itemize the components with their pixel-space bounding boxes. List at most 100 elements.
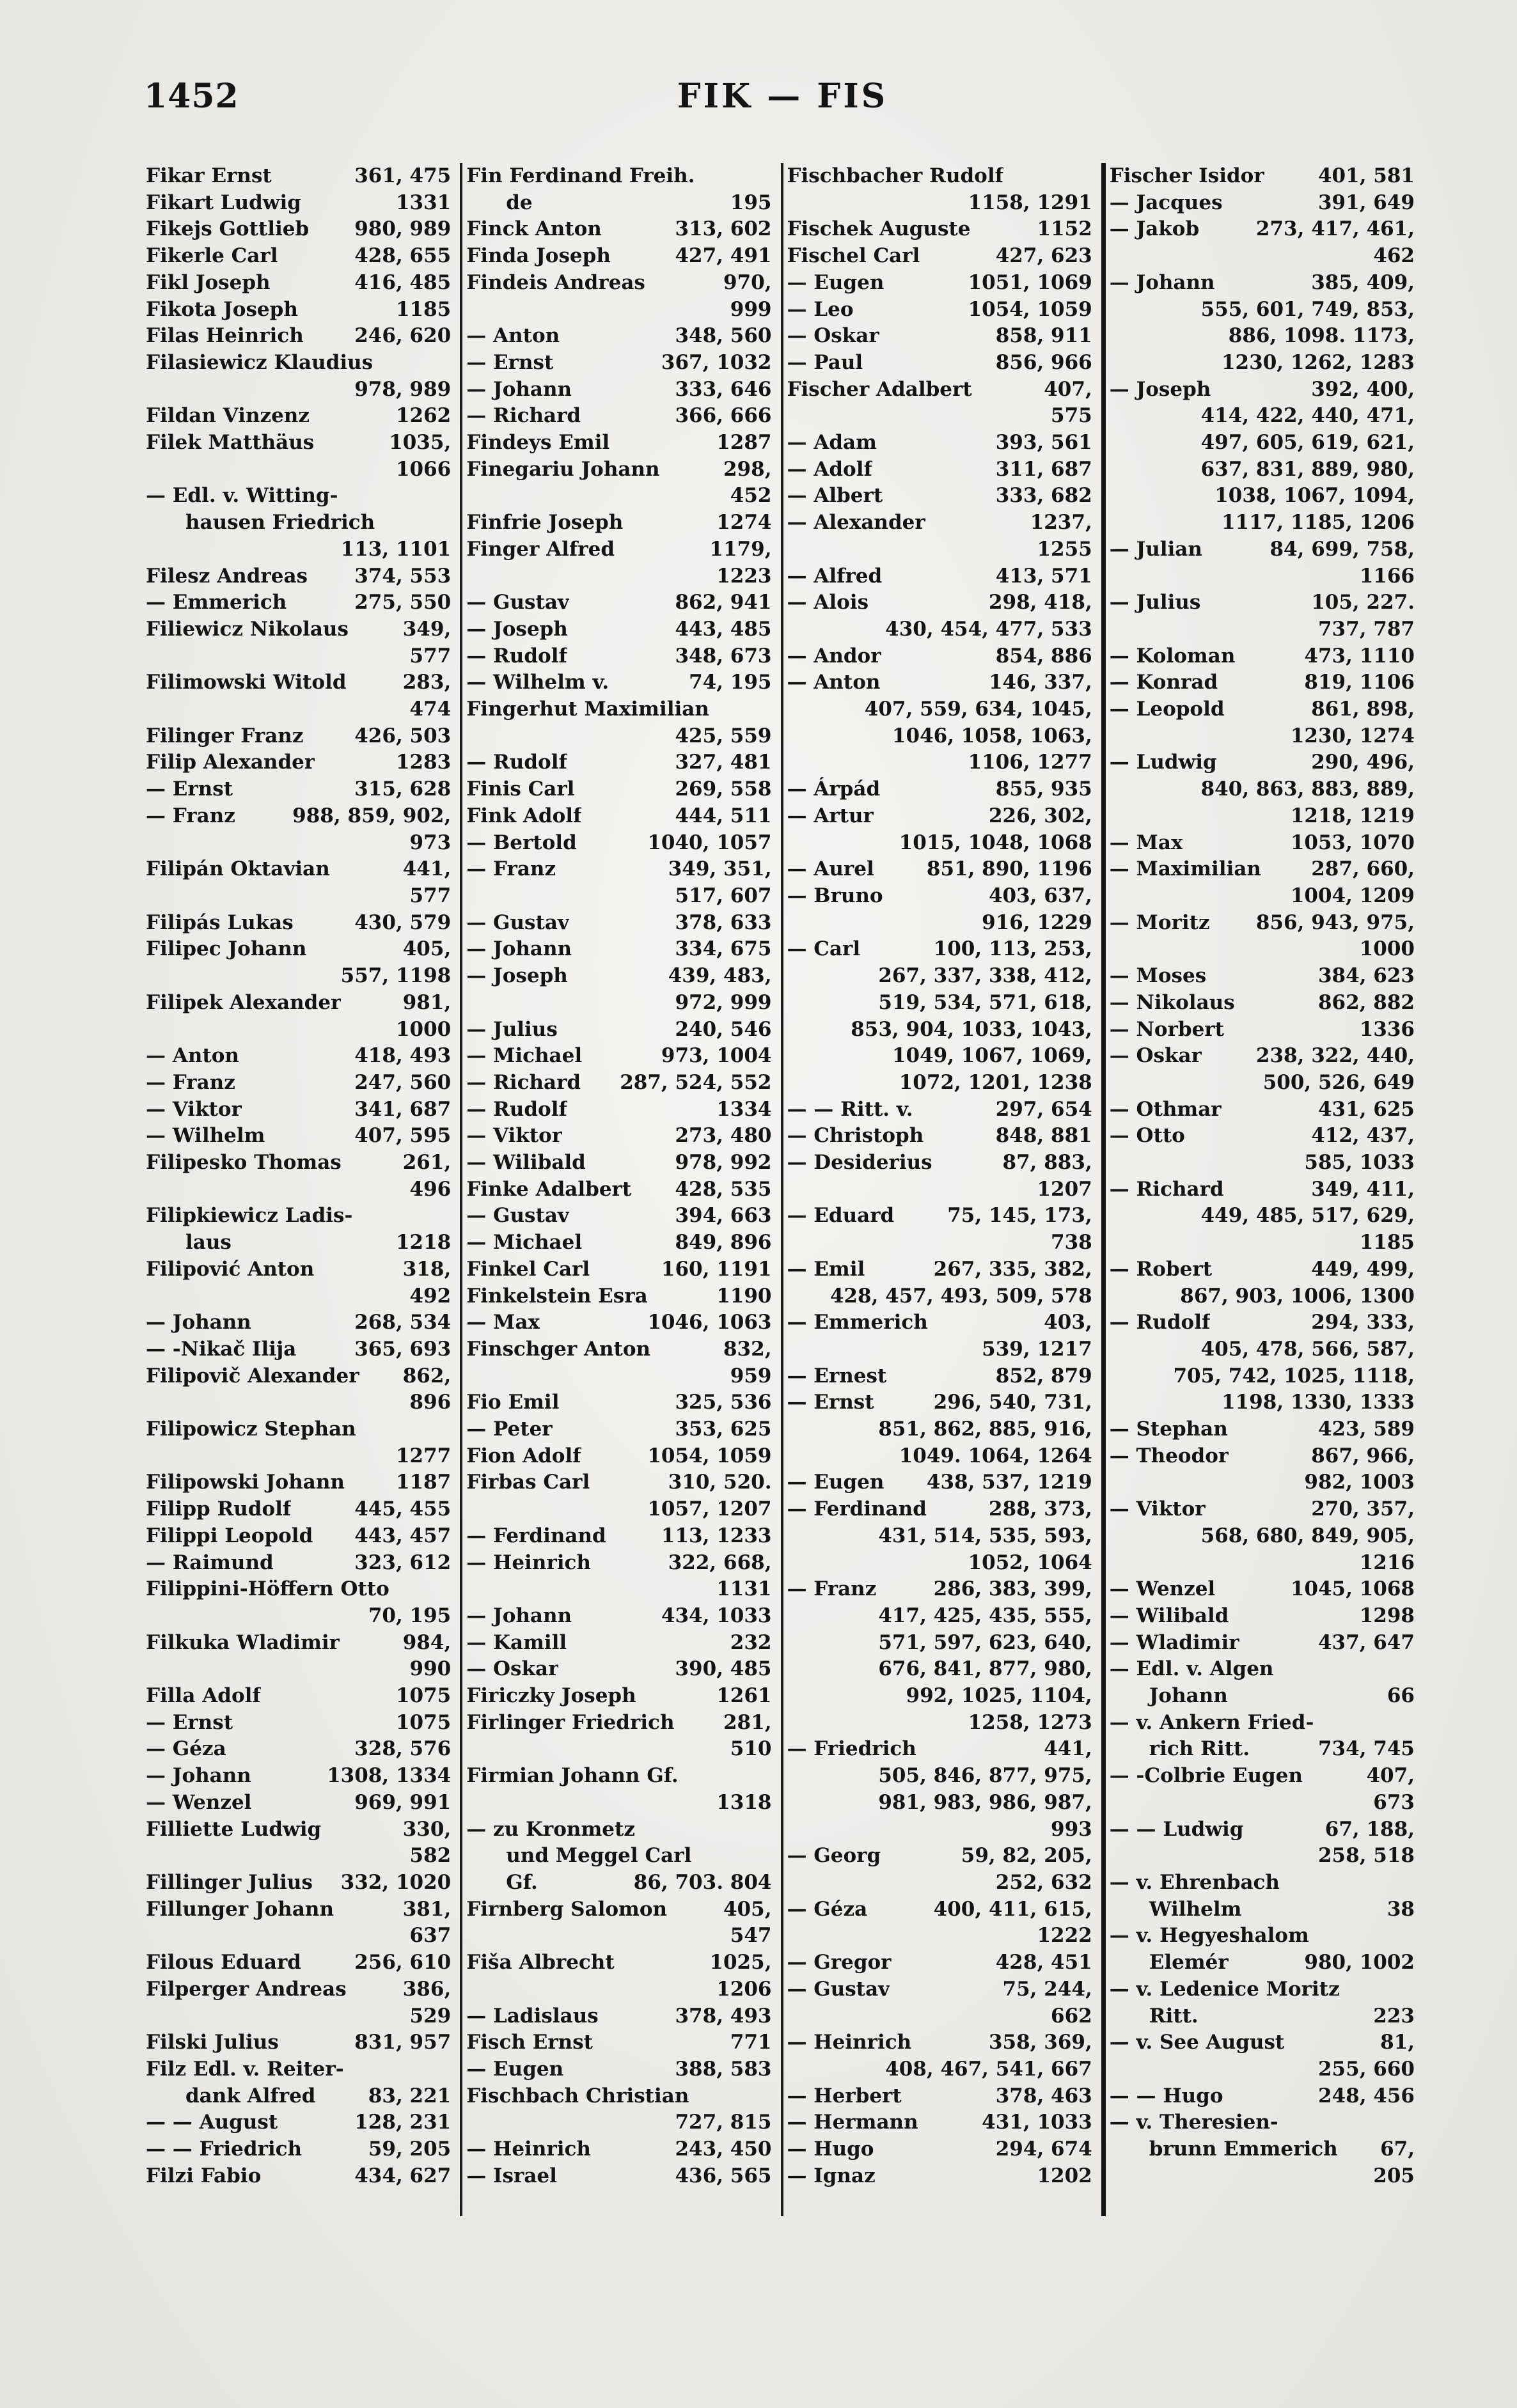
entry-name: — Ernst	[146, 778, 233, 801]
entry-page-numbers: 867, 966,	[1311, 1444, 1415, 1467]
entry-page-numbers: 449, 499,	[1311, 1257, 1415, 1281]
index-entry-line: Fikart Ludwig 1331	[146, 190, 451, 217]
entry-name: — Wilibald	[466, 1151, 586, 1175]
entry-page-numbers: 59, 205	[368, 2138, 452, 2161]
entry-page-numbers: 1308, 1334	[327, 1764, 452, 1788]
entry-name: — Johann	[146, 1764, 251, 1788]
index-entry-line: Wilhelm 38	[1110, 1896, 1415, 1923]
index-entry-line: — — August 128, 231	[146, 2109, 451, 2136]
index-entry-line: — Israel 436, 565	[466, 2163, 771, 2190]
index-entry-line: Findeis Andreas 970,	[466, 270, 771, 297]
entry-name: — v. Ankern Fried-	[1109, 1710, 1314, 1734]
index-entry-line: Fikerle Carl 428, 655	[146, 243, 451, 270]
entry-page-numbers: 403,	[1044, 1311, 1092, 1334]
index-entry-line: Firlinger Friedrich 281,	[466, 1710, 771, 1737]
index-entry-line: 1198, 1330, 1333	[1110, 1389, 1415, 1416]
entry-page-numbers: 673	[1373, 1790, 1415, 1814]
entry-name: — Rudolf	[466, 751, 567, 774]
entry-page-numbers: 959	[730, 1364, 772, 1388]
entry-page-numbers: 1334	[716, 1097, 772, 1121]
entry-name: — Gustav	[466, 591, 569, 614]
entry-page-numbers: 294, 674	[995, 2138, 1092, 2161]
index-entry-line: — Ignaz 1202	[787, 2163, 1092, 2190]
index-entry-line: 993	[787, 1817, 1092, 1843]
index-entry-line: 916, 1229	[787, 910, 1092, 937]
index-entry-line: 972, 999	[466, 990, 771, 1017]
entry-page-numbers: 243, 450	[675, 2138, 772, 2161]
entry-name: — Christoph	[787, 1124, 924, 1148]
index-entry-line: — Aurel 851, 890, 1196	[787, 856, 1092, 883]
entry-page-numbers: 1054, 1059	[968, 297, 1092, 321]
index-entry-line: — Wilibald 1298	[1110, 1603, 1415, 1630]
entry-page-numbers: 1237,	[1030, 511, 1092, 535]
index-entry-line: 981, 983, 986, 987,	[787, 1790, 1092, 1817]
entry-name: — Árpád	[787, 778, 881, 801]
entry-page-numbers: 325, 536	[675, 1391, 772, 1414]
entry-page-numbers: 505, 846, 877, 975,	[878, 1764, 1092, 1788]
entry-page-numbers: 1222	[1037, 1924, 1092, 1948]
index-entry-line: Finkelstein Esra 1190	[466, 1283, 771, 1310]
entry-name: — Leo	[787, 297, 854, 321]
entry-page-numbers: 555, 601, 749, 853,	[1200, 297, 1415, 321]
index-entry-line: — Ferdinand 113, 1233	[466, 1523, 771, 1550]
entry-name: — — August	[146, 2111, 278, 2134]
entry-page-numbers: 637, 831, 889, 980,	[1200, 457, 1415, 481]
entry-name: — Anton	[787, 671, 881, 694]
entry-page-numbers: 283,	[402, 671, 452, 694]
index-entry-line: 492	[146, 1283, 452, 1310]
entry-name: — Wilhelm v.	[466, 671, 609, 694]
entry-page-numbers: 322, 668,	[668, 1551, 772, 1574]
index-entry-line: 517, 607	[466, 883, 771, 910]
entry-name: — Géza	[787, 1897, 868, 1921]
index-entry-line: 1318	[466, 1790, 771, 1817]
entry-page-numbers: 984,	[402, 1630, 452, 1654]
index-entry-line: Filesz Andreas 374, 553	[146, 563, 451, 590]
index-entry-line: 449, 485, 517, 629,	[1110, 1203, 1415, 1230]
index-entry-line: 738	[787, 1230, 1092, 1256]
entry-page-numbers: 288, 373,	[988, 1497, 1092, 1521]
entry-name: Fischer Adalbert	[787, 377, 972, 401]
index-entry-line: 582	[146, 1843, 452, 1870]
index-entry-line: Filimowski Witold 283,	[146, 669, 451, 696]
entry-name: — v. Theresien-	[1109, 2111, 1278, 2134]
index-entry-line: — Gustav 862, 941	[466, 590, 771, 616]
entry-page-numbers: 367, 1032	[661, 350, 772, 374]
index-entry-line: — Johann 385, 409,	[1110, 270, 1415, 297]
entry-name: brunn Emmerich	[1149, 2138, 1338, 2161]
entry-page-numbers: 443, 485	[675, 617, 772, 641]
index-entry-line: 1255	[787, 536, 1092, 563]
entry-page-numbers: 1262	[395, 404, 452, 428]
entry-page-numbers: 75, 244,	[1002, 1977, 1092, 2001]
index-entry-line: — Ernst 315, 628	[146, 776, 451, 803]
entry-page-numbers: 867, 903, 1006, 1300	[1180, 1284, 1415, 1308]
entry-name: Filski Julius	[146, 2031, 279, 2054]
entry-page-numbers: 1331	[395, 191, 452, 214]
entry-name: Finis Carl	[466, 778, 575, 801]
index-entry-line: Fillunger Johann 381,	[146, 1896, 451, 1923]
entry-page-numbers: 849, 896	[675, 1231, 772, 1255]
entry-page-numbers: 993	[1051, 1817, 1092, 1841]
index-entry-line: Finis Carl 269, 558	[466, 776, 771, 803]
entry-page-numbers: 298,	[723, 457, 772, 481]
index-entry-line: hausen Friedrich	[146, 510, 451, 536]
index-entry-line: — Theodor 867, 966,	[1110, 1443, 1415, 1470]
index-entry-line: — Viktor 270, 357,	[1110, 1496, 1415, 1523]
index-entry-line: 1230, 1262, 1283	[1110, 350, 1415, 377]
entry-page-numbers: 390, 485	[675, 1657, 772, 1681]
index-entry-line: — Wladimir 437, 647	[1110, 1630, 1415, 1657]
entry-page-numbers: 637	[409, 1924, 452, 1948]
entry-page-numbers: 577	[409, 644, 452, 668]
index-entry-line: — Jakob 273, 417, 461,	[1110, 216, 1415, 243]
entry-name: Filkuka Wladimir	[146, 1630, 340, 1654]
entry-page-numbers: 517, 607	[675, 884, 772, 907]
entry-name: Fingerhut Maximilian	[466, 698, 709, 721]
entry-page-numbers: 267, 335, 382,	[933, 1257, 1092, 1281]
entry-page-numbers: 1106, 1277	[968, 751, 1092, 774]
entry-name: — Wladimir	[1109, 1630, 1239, 1654]
entry-name: — Franz	[466, 857, 556, 881]
entry-page-numbers: 969, 991	[354, 1790, 452, 1814]
index-entry-line: Filippi Leopold 443, 457	[146, 1523, 451, 1550]
index-entry-line: — v. See August 81,	[1110, 2029, 1415, 2056]
index-entry-line: Fikar Ernst 361, 475	[146, 163, 451, 190]
index-entry-line: Finkel Carl 160, 1191	[466, 1256, 771, 1283]
